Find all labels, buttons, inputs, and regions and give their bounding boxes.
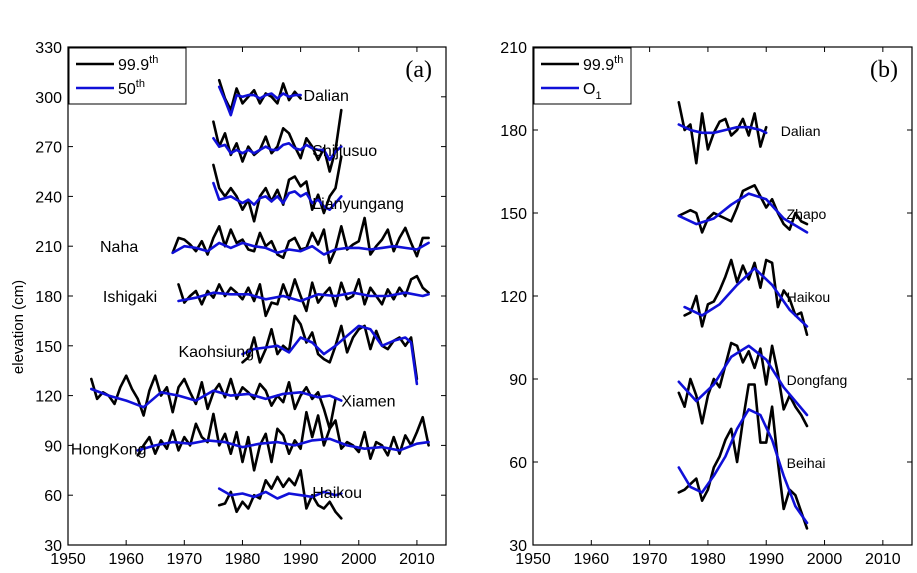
y-tick-label: 90 — [509, 372, 527, 389]
station-label: Haikou — [312, 485, 362, 502]
series-line-99_9th — [177, 274, 430, 318]
station-label: Shijiusuo — [312, 143, 377, 160]
station-group-xiamen: Xiamen — [90, 374, 396, 431]
legend: 99.9th 50th — [68, 47, 187, 105]
x-tick-label: 1990 — [283, 551, 319, 568]
y-tick-label: 150 — [35, 339, 62, 356]
station-group-shijiusuo: Shijiusuo — [212, 108, 377, 173]
station-label: Haikou — [787, 289, 831, 305]
series-line-50th — [217, 487, 343, 500]
station-label: Dalian — [781, 123, 821, 139]
station-group-lianyungang: Lianyungang — [212, 155, 404, 223]
station-label: Naha — [100, 239, 138, 256]
y-axis-label-a: elevation (cm) — [10, 280, 27, 374]
station-group-kaohsiung: Kaohsiung — [178, 314, 419, 386]
station-group-haikou: Haikou — [217, 468, 362, 520]
legend-box — [533, 47, 632, 105]
series-line-50th — [212, 137, 343, 162]
series-line-O1 — [677, 344, 809, 417]
y-tick-label: 210 — [500, 40, 527, 57]
y-tick-label: 90 — [44, 438, 62, 455]
series-line-O1 — [677, 408, 809, 525]
station-label: Beihai — [787, 455, 826, 471]
series-line-50th — [90, 387, 343, 409]
series-line-99_9th — [677, 341, 809, 428]
x-tick-label: 1990 — [748, 551, 784, 568]
series-line-O1 — [683, 266, 809, 328]
station-group-dongfang: Dongfang — [677, 341, 848, 428]
station-label: Ishigaki — [103, 289, 157, 306]
station-label: Zhapo — [787, 206, 827, 222]
series-line-99_9th — [90, 374, 337, 431]
y-tick-label: 60 — [509, 455, 527, 472]
station-group-zhapo: Zhapo — [677, 184, 827, 234]
chart-panel-b: 1950 1960 1970 1980 1990 2000 2010 30 60 90 120 150… — [500, 40, 913, 568]
station-group-naha: Naha — [100, 216, 430, 265]
station-group-dalian: Dalian — [217, 78, 349, 117]
station-group-beihai: Beihai — [677, 383, 826, 530]
series-line-99_9th — [212, 108, 343, 173]
y-tick-label: 240 — [35, 189, 62, 206]
series-line-50th — [136, 437, 430, 452]
y-tick-label: 180 — [500, 123, 527, 140]
series-line-50th — [217, 85, 302, 117]
series-line-O1 — [677, 123, 768, 135]
y-tick-label: 330 — [35, 40, 62, 57]
station-label: Dongfang — [787, 372, 848, 388]
panel-label: (a) — [405, 57, 432, 83]
legend-box — [68, 47, 187, 105]
x-tick-label: 1960 — [108, 551, 144, 568]
series-line-50th — [212, 181, 343, 211]
station-label: Dalian — [304, 88, 349, 105]
series-line-99_9th — [171, 216, 430, 265]
legend-label: 99.9th — [118, 54, 158, 74]
x-tick-label: 2010 — [399, 551, 435, 568]
x-tick-label: 1950 — [50, 551, 86, 568]
x-tick-label: 1980 — [225, 551, 261, 568]
series-line-99_9th — [677, 101, 768, 165]
panel-label: (b) — [870, 57, 898, 83]
chart-panel-a: 1950 1960 1970 1980 1990 2000 2010 30 60 90 120 150… — [35, 40, 447, 568]
y-tick-label: 120 — [500, 289, 527, 306]
station-label: Kaohsiung — [178, 344, 254, 361]
series-line-50th — [171, 241, 430, 256]
y-tick-label: 210 — [35, 239, 62, 256]
series-line-99_9th — [217, 468, 343, 520]
y-tick-label: 120 — [35, 389, 62, 406]
station-group-dalian: Dalian — [677, 101, 821, 165]
x-tick-label: 2010 — [865, 551, 901, 568]
y-tick-label: 180 — [35, 289, 62, 306]
x-tick-label: 1980 — [690, 551, 726, 568]
series-line-99_9th — [683, 258, 809, 337]
x-tick-label: 1960 — [574, 551, 610, 568]
series-line-99_9th — [241, 314, 419, 381]
series-line-O1 — [677, 192, 809, 234]
series-line-99_9th — [136, 410, 430, 472]
legend: 99.9th O1 — [533, 47, 632, 105]
y-tick-label: 60 — [44, 488, 62, 505]
x-tick-label: 1950 — [515, 551, 551, 568]
x-tick-label: 2000 — [807, 551, 843, 568]
x-tick-label: 2000 — [341, 551, 377, 568]
y-tick-label: 150 — [500, 206, 527, 223]
y-tick-label: 300 — [35, 90, 62, 107]
station-label: Xiamen — [341, 394, 395, 411]
legend-label: O1 — [583, 81, 602, 102]
station-group-ishigaki: Ishigaki — [103, 274, 430, 318]
x-tick-label: 1970 — [632, 551, 668, 568]
station-group-hongkong: HongKong — [71, 410, 430, 472]
y-tick-label: 30 — [44, 538, 62, 555]
y-tick-label: 30 — [509, 538, 527, 555]
station-group-haikou: Haikou — [683, 258, 831, 337]
series-line-50th — [177, 291, 430, 303]
series-line-50th — [241, 324, 419, 386]
x-tick-label: 1970 — [167, 551, 203, 568]
series-line-99_9th — [677, 184, 809, 234]
legend-label: 99.9th — [583, 54, 623, 74]
station-label: HongKong — [71, 442, 147, 459]
y-tick-label: 270 — [35, 140, 62, 157]
legend-label: 50th — [118, 78, 145, 98]
station-label: Lianyungang — [312, 196, 404, 213]
